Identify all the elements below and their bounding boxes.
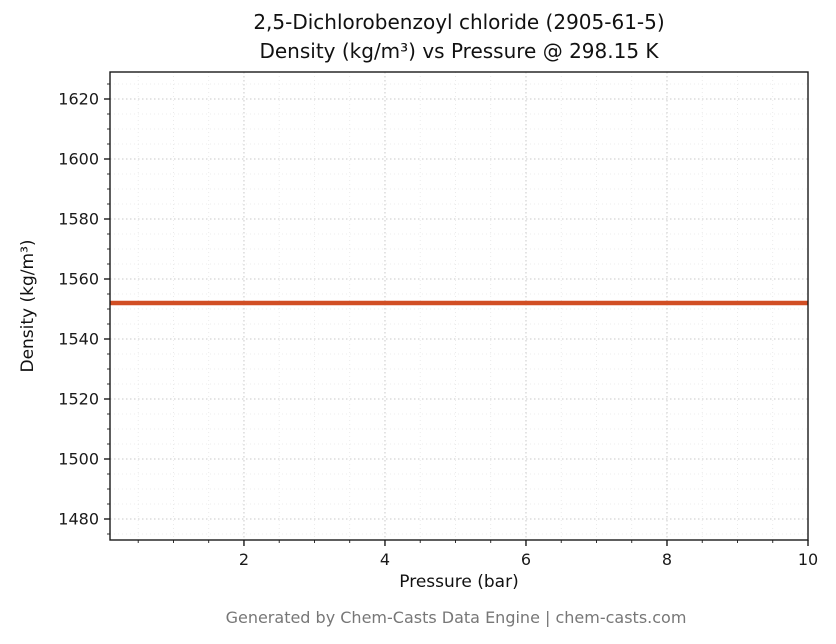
y-tick-label: 1500	[58, 450, 99, 469]
y-tick-label: 1560	[58, 270, 99, 289]
y-tick-label: 1620	[58, 90, 99, 109]
chart-title-line1: 2,5-Dichlorobenzoyl chloride (2905-61-5)	[253, 10, 665, 34]
x-tick-label: 8	[662, 550, 672, 569]
x-tick-label: 4	[380, 550, 390, 569]
axes-spines	[109, 71, 809, 541]
chart-title-line2: Density (kg/m³) vs Pressure @ 298.15 K	[259, 39, 659, 63]
y-tick-label: 1480	[58, 510, 99, 529]
y-tick-label: 1540	[58, 330, 99, 349]
x-tick-label: 6	[521, 550, 531, 569]
y-tick-label: 1600	[58, 150, 99, 169]
footer-credit: Generated by Chem-Casts Data Engine | ch…	[225, 608, 687, 627]
x-tick-label: 10	[798, 550, 818, 569]
y-tick-label: 1580	[58, 210, 99, 229]
chart-title: 2,5-Dichlorobenzoyl chloride (2905-61-5)…	[82, 8, 836, 66]
x-tick-label: 2	[239, 550, 249, 569]
y-tick-label: 1520	[58, 390, 99, 409]
y-axis-label: Density (kg/m³)	[18, 239, 38, 373]
x-axis-label: Pressure (bar)	[399, 572, 519, 592]
